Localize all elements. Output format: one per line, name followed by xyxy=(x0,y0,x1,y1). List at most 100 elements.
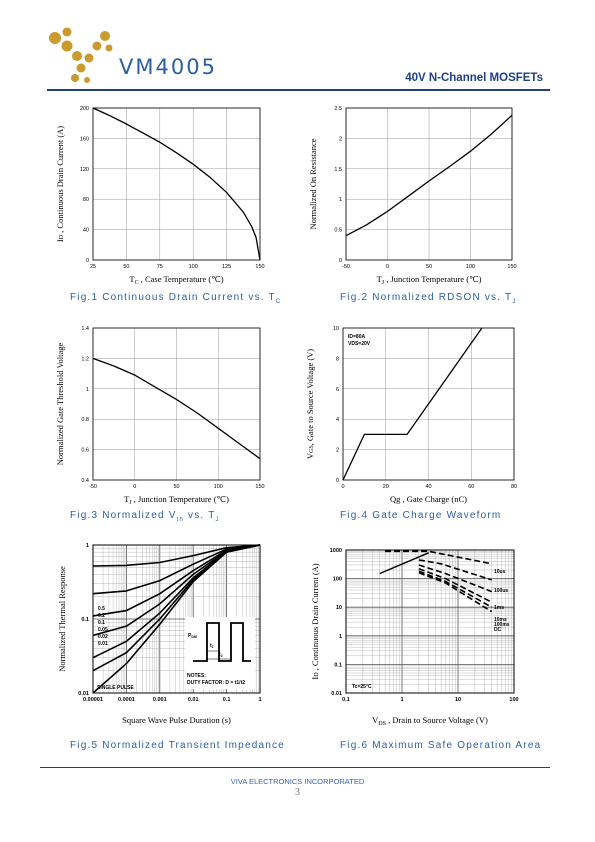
y-tick-label: 1000 xyxy=(330,548,342,554)
y-tick-label: 100 xyxy=(333,577,342,583)
x-tick-label: -50 xyxy=(89,484,97,490)
x-tick-label: 80 xyxy=(511,484,517,490)
x-axis-label: Qg , Gate Charge (nC) xyxy=(390,494,467,504)
x-tick-label: 10 xyxy=(455,697,461,703)
x-axis-label: Square Wave Pulse Duration (s) xyxy=(122,715,231,725)
thermal-response-curve xyxy=(92,544,261,567)
x-axis-label: VDS , Drain to Source Voltage (V) xyxy=(372,715,488,727)
notes-duty: DUTY FACTOR: D = t1/t2 xyxy=(187,680,245,686)
plot-frame xyxy=(92,544,261,694)
x-tick-label: 1 xyxy=(258,697,261,703)
y-tick-label: 2 xyxy=(336,448,339,454)
soa-limit-label: 100ms xyxy=(494,622,510,628)
pdm-label: PDM xyxy=(188,633,197,639)
duty-label: 0.02 xyxy=(98,634,108,640)
duty-label: 0.01 xyxy=(98,641,108,647)
series-line xyxy=(92,107,261,261)
x-tick-label: 50 xyxy=(173,484,179,490)
x-tick-label: 100 xyxy=(466,264,475,270)
plot-frame xyxy=(92,107,261,261)
annotation-id: ID=80A xyxy=(348,334,365,340)
x-tick-label: 0 xyxy=(341,484,344,490)
y-tick-label: 1 xyxy=(86,387,89,393)
x-tick-label: 100 xyxy=(509,697,518,703)
x-tick-label: 50 xyxy=(426,264,432,270)
soa-limit-line xyxy=(379,552,429,575)
plot-frame xyxy=(345,549,515,694)
x-tick-label: 0 xyxy=(386,264,389,270)
y-tick-label: 0.1 xyxy=(334,662,342,668)
y-tick-label: 1.5 xyxy=(334,167,342,173)
y-tick-label: 1 xyxy=(339,634,342,640)
y-tick-label: 0.01 xyxy=(78,691,89,697)
x-tick-label: 1 xyxy=(400,697,403,703)
fig3-caption: Fig.3 Normalized Vth vs. TJ xyxy=(70,510,220,523)
y-tick-label: 200 xyxy=(80,106,89,112)
soa-limit-label: 100us xyxy=(494,588,508,594)
soa-limit-line xyxy=(418,568,493,603)
y-tick-label: 160 xyxy=(80,136,89,142)
y-axis-label: Normalized Gate Threshold Voltage xyxy=(55,343,65,466)
y-axis-label: VGS, Gate to Source Voltage (V) xyxy=(305,349,315,459)
page-number: 3 xyxy=(295,787,300,798)
plot-frame xyxy=(345,107,513,261)
x-tick-label: 150 xyxy=(507,264,516,270)
y-tick-label: 0.1 xyxy=(81,617,89,623)
y-tick-label: 0 xyxy=(339,258,342,264)
series-line xyxy=(342,327,483,481)
x-tick-label: 150 xyxy=(255,484,264,490)
pulse-waveform xyxy=(193,622,251,662)
plot-frame xyxy=(92,327,261,481)
soa-limit-label: 10us xyxy=(494,569,506,575)
footer-divider xyxy=(40,767,550,768)
x-tick-label: 100 xyxy=(214,484,223,490)
fig3-chart: -50 0 50 100 150 0.4 0.6 0.8 1 1.2 1.4 TJ , Junctio… xyxy=(55,326,265,506)
company-logo-icon xyxy=(49,27,113,83)
thermal-response-curve xyxy=(92,544,261,617)
y-axis-label: ID , Continuous Drain Current (A) xyxy=(310,563,320,679)
x-tick-label: 0.1 xyxy=(223,697,231,703)
y-tick-label: 8 xyxy=(336,356,339,362)
soa-limit-line xyxy=(418,570,493,608)
x-tick-label: 40 xyxy=(425,484,431,490)
y-tick-label: 0.4 xyxy=(81,478,89,484)
y-tick-label: 0.6 xyxy=(81,448,89,454)
x-tick-label: 25 xyxy=(90,264,96,270)
fig4-chart: 0 20 40 60 80 0 2 4 6 8 10 Qg , Gate Charge (nC) VGS… xyxy=(305,326,517,504)
duty-label: 0.5 xyxy=(98,606,105,612)
x-tick-label: 0.1 xyxy=(342,697,350,703)
fig1-caption: Fig.1 Continuous Drain Current vs. TC xyxy=(70,292,282,305)
x-tick-label: 0.001 xyxy=(153,697,167,703)
y-tick-label: 6 xyxy=(336,387,339,393)
duty-label: 0.05 xyxy=(98,627,108,633)
fig6-caption: Fig.6 Maximum Safe Operation Area xyxy=(340,740,542,751)
x-tick-label: 100 xyxy=(189,264,198,270)
x-tick-label: 75 xyxy=(157,264,163,270)
soa-limit-label: DC xyxy=(494,627,502,633)
thermal-response-curve xyxy=(92,544,261,595)
x-tick-label: 0.01 xyxy=(188,697,199,703)
y-tick-label: 0 xyxy=(336,478,339,484)
t2-label: t2 xyxy=(219,652,223,658)
y-tick-label: 2 xyxy=(339,136,342,142)
x-tick-label: 0.00001 xyxy=(83,697,103,703)
y-tick-label: 80 xyxy=(83,197,89,203)
y-tick-label: 10 xyxy=(333,326,339,332)
x-tick-label: 60 xyxy=(468,484,474,490)
x-tick-label: 20 xyxy=(383,484,389,490)
t1-label: t1 xyxy=(210,643,214,649)
fig2-caption: Fig.2 Normalized RDSON vs. TJ xyxy=(340,292,517,305)
series-line xyxy=(345,114,513,237)
x-axis-label: TJ , Junction Temperature (℃) xyxy=(124,494,229,506)
y-tick-label: 10 xyxy=(336,605,342,611)
condition-label: Tc=25°C xyxy=(352,684,372,690)
soa-limit-line xyxy=(418,559,492,581)
series-line xyxy=(92,357,261,460)
x-axis-label: TJ , Junction Temperature (℃) xyxy=(377,274,482,286)
header-divider xyxy=(47,89,550,91)
single-pulse-label: SINGLE PULSE xyxy=(97,685,134,691)
y-axis-label: ID , Continuous Drain Current (A) xyxy=(55,126,65,242)
soa-limit-line xyxy=(418,572,493,613)
